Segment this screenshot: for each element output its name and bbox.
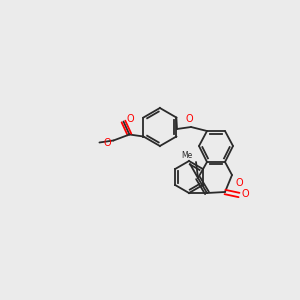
Text: O: O — [185, 114, 193, 124]
Text: O: O — [235, 178, 243, 188]
Text: O: O — [126, 115, 134, 124]
Text: O: O — [241, 189, 249, 199]
Text: O: O — [104, 137, 111, 148]
Text: Me: Me — [182, 151, 193, 160]
